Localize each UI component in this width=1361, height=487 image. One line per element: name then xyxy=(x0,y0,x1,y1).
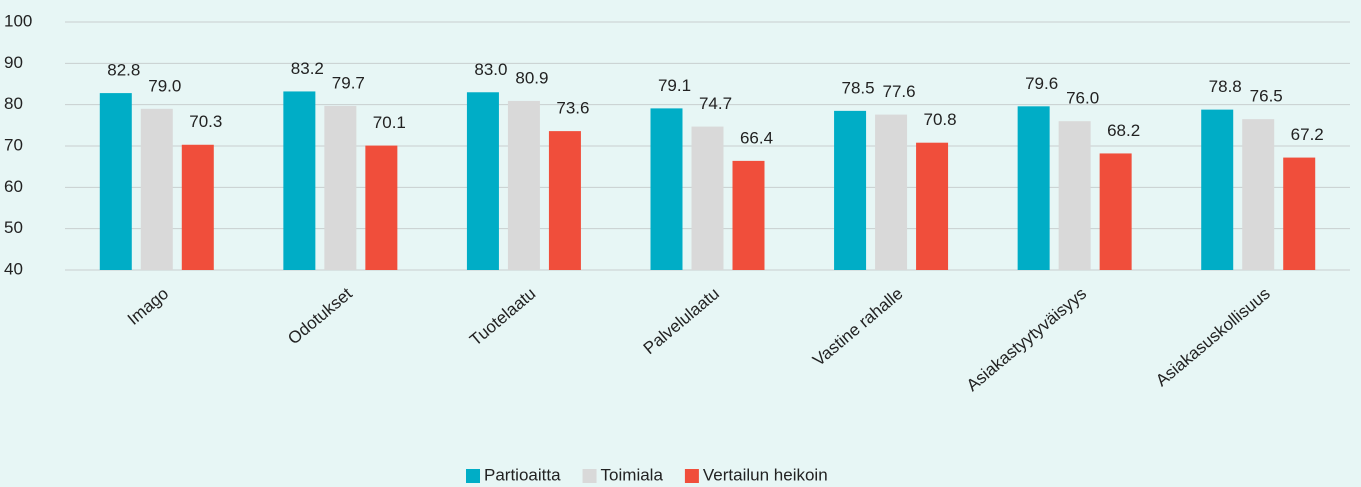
bar xyxy=(650,108,683,271)
x-tick-label: Asiakasuskollisuus xyxy=(1152,284,1274,390)
value-label: 83.2 xyxy=(291,59,324,78)
bar xyxy=(1283,157,1316,270)
value-label: 79.6 xyxy=(1025,74,1058,93)
legend-swatch xyxy=(582,469,597,483)
value-label: 67.2 xyxy=(1291,125,1324,144)
legend-swatch xyxy=(466,469,480,483)
value-label: 79.7 xyxy=(332,73,365,92)
bar xyxy=(1242,119,1275,270)
bar xyxy=(99,93,132,271)
value-label: 77.6 xyxy=(883,82,916,101)
value-label: 70.8 xyxy=(924,110,957,129)
y-tick-label: 40 xyxy=(4,259,23,278)
bar xyxy=(324,105,357,270)
x-tick-label: Asiakastyytyväisyys xyxy=(963,284,1090,395)
x-tick-label: Tuotelaatu xyxy=(466,284,539,350)
value-label: 66.4 xyxy=(740,128,773,147)
legend-swatch xyxy=(684,469,699,483)
value-label: 74.7 xyxy=(699,94,732,113)
bar xyxy=(466,92,499,271)
y-tick-label: 80 xyxy=(4,94,23,113)
value-label: 79.0 xyxy=(148,76,181,95)
y-tick-label: 100 xyxy=(4,11,32,30)
y-tick-label: 60 xyxy=(4,177,23,196)
value-label: 76.5 xyxy=(1250,87,1283,106)
x-tick-label: Odotukset xyxy=(284,284,356,349)
x-tick-label: Vastine rahalle xyxy=(809,284,906,370)
bar xyxy=(365,145,398,270)
bar xyxy=(1017,106,1050,270)
bar xyxy=(548,131,581,270)
value-label: 78.8 xyxy=(1209,77,1242,96)
y-tick-label: 70 xyxy=(4,135,23,154)
value-label: 82.8 xyxy=(107,61,140,80)
bar xyxy=(140,108,173,270)
bar xyxy=(834,110,867,270)
legend-label: Partioaitta xyxy=(484,465,561,484)
value-label: 76.0 xyxy=(1066,89,1099,108)
value-label: 79.1 xyxy=(658,76,691,95)
y-tick-label: 90 xyxy=(4,53,23,72)
value-label: 73.6 xyxy=(556,99,589,118)
value-label: 80.9 xyxy=(515,68,548,87)
value-label: 83.0 xyxy=(474,60,507,79)
bar xyxy=(732,160,765,270)
y-tick-label: 50 xyxy=(4,218,23,237)
legend-label: Vertailun heikoin xyxy=(703,465,828,484)
bar xyxy=(1201,109,1234,270)
legend-label: Toimiala xyxy=(601,465,664,484)
value-label: 78.5 xyxy=(842,78,875,97)
value-label: 70.1 xyxy=(373,113,406,132)
value-label: 70.3 xyxy=(189,112,222,131)
x-tick-label: Imago xyxy=(124,284,172,329)
bar xyxy=(507,100,540,271)
bar xyxy=(283,91,316,270)
bar xyxy=(1099,153,1132,270)
value-label: 68.2 xyxy=(1107,121,1140,140)
bar xyxy=(1058,121,1091,270)
bar xyxy=(916,142,949,270)
bar xyxy=(875,114,908,270)
bar xyxy=(181,144,214,270)
bar xyxy=(691,126,724,270)
x-tick-label: Palvelulaatu xyxy=(640,284,723,358)
legend: Partioaitta Toimiala Vertailun heikoin xyxy=(466,465,828,484)
